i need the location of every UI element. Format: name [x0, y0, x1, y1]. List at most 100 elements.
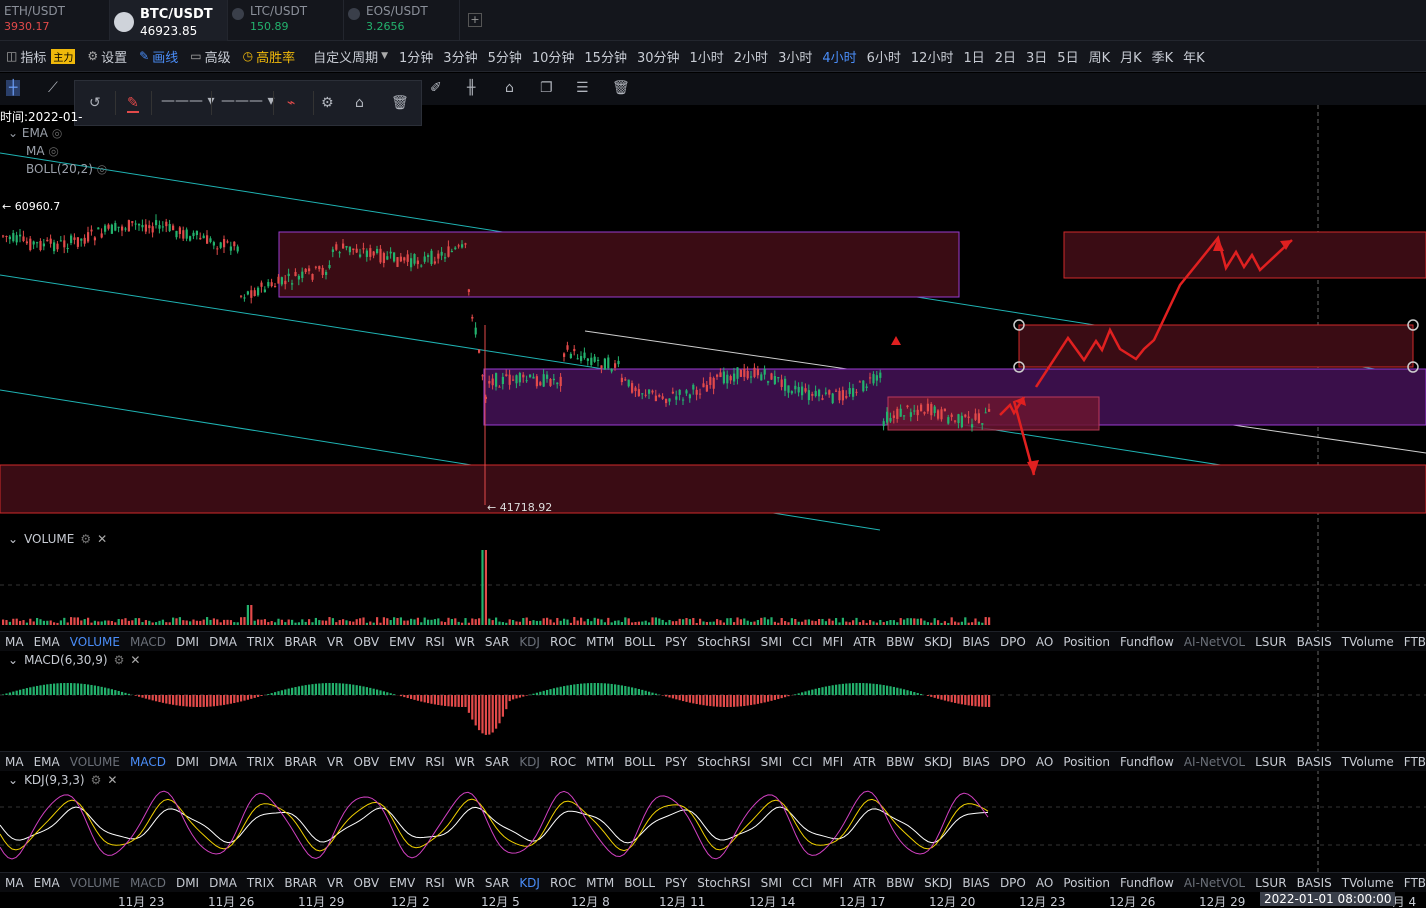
indicator-option[interactable]: TVolume — [1341, 754, 1394, 769]
period-option[interactable]: 1分钟 — [399, 50, 434, 66]
custom-period-dropdown[interactable]: 自定义周期 ▼ — [307, 47, 394, 66]
volume-panel-title[interactable]: ⌄ VOLUME ⚙ ✕ — [8, 532, 108, 546]
indicator-option[interactable]: WR — [454, 875, 475, 890]
indicator-option[interactable]: EMV — [389, 754, 416, 769]
indicator-option[interactable]: BASIS — [1296, 875, 1332, 890]
overlay-ma[interactable]: MA ◎ — [26, 144, 59, 158]
indicator-option[interactable]: ROC — [549, 754, 577, 769]
indicator-option[interactable]: MFI — [822, 634, 844, 649]
period-option[interactable]: 5日 — [1057, 50, 1079, 66]
indicator-option[interactable]: SAR — [484, 875, 510, 890]
indicator-option[interactable]: Fundflow — [1120, 875, 1174, 890]
indicator-option[interactable]: EMV — [389, 634, 416, 649]
indicator-option[interactable]: TVolume — [1341, 634, 1394, 649]
indicator-option[interactable]: ATR — [853, 875, 877, 890]
indicator-option[interactable]: BBW — [886, 634, 915, 649]
indicator-option[interactable]: WR — [454, 754, 475, 769]
indicator-option[interactable]: OBV — [353, 875, 380, 890]
indicator-option[interactable]: VOLUME — [69, 754, 120, 769]
indicator-option[interactable]: AO — [1035, 634, 1054, 649]
indicator-option[interactable]: FTBS — [1403, 875, 1426, 890]
trash-icon[interactable]: 🗑 — [391, 95, 409, 111]
indicator-option[interactable]: AI-NetVOL — [1183, 875, 1246, 890]
indicator-option[interactable]: TRIX — [246, 634, 275, 649]
indicator-option[interactable]: ATR — [853, 754, 877, 769]
indicator-option[interactable]: TRIX — [246, 875, 275, 890]
draw-line-button[interactable]: ✎ 画线 — [133, 47, 184, 66]
indicator-option[interactable]: StochRSI — [697, 634, 751, 649]
macd-panel-title[interactable]: ⌄ MACD(6,30,9) ⚙ ✕ — [8, 653, 141, 667]
indicator-option[interactable]: RSI — [425, 754, 445, 769]
indicator-option[interactable]: ROC — [549, 634, 577, 649]
indicator-option[interactable]: AI-NetVOL — [1183, 754, 1246, 769]
indicator-option[interactable]: CCI — [792, 875, 813, 890]
indicator-option[interactable]: BBW — [886, 754, 915, 769]
period-option[interactable]: 2小时 — [733, 50, 769, 66]
period-option[interactable]: 15分钟 — [584, 50, 627, 66]
indicator-option[interactable]: PSY — [665, 875, 688, 890]
indicator-option[interactable]: BIAS — [962, 875, 990, 890]
indicator-option[interactable]: DMI — [175, 754, 200, 769]
period-option[interactable]: 5分钟 — [487, 50, 522, 66]
indicator-option[interactable]: TRIX — [246, 754, 275, 769]
period-option[interactable]: 2日 — [994, 50, 1017, 66]
indicator-button[interactable]: ◫ 指标 主力 — [0, 47, 81, 66]
indicator-option[interactable]: EMA — [33, 754, 60, 769]
indicator-option[interactable]: RSI — [425, 875, 445, 890]
indicator-option[interactable]: BRAR — [284, 875, 317, 890]
indicator-option[interactable]: SAR — [484, 754, 510, 769]
indicator-option[interactable]: Fundflow — [1120, 634, 1174, 649]
indicator-option[interactable]: EMA — [33, 634, 60, 649]
overlay-ema[interactable]: ⌄ EMA ◎ — [8, 126, 63, 140]
lock-icon[interactable]: ⌂ — [355, 95, 364, 111]
indicator-option[interactable]: BBW — [886, 875, 915, 890]
indicator-option[interactable]: DMI — [175, 634, 200, 649]
kdj-panel-title[interactable]: ⌄ KDJ(9,3,3) ⚙ ✕ — [8, 773, 118, 787]
indicator-option[interactable]: MA — [5, 875, 24, 890]
indicator-option[interactable]: EMV — [389, 875, 416, 890]
indicator-option[interactable]: WR — [454, 634, 475, 649]
period-option[interactable]: 1日 — [963, 50, 985, 66]
indicator-option[interactable]: MACD — [129, 634, 166, 649]
indicator-option[interactable]: OBV — [353, 754, 380, 769]
indicator-option[interactable]: VOLUME — [69, 634, 120, 649]
indicator-option[interactable]: Position — [1063, 875, 1111, 890]
tab-btc-usdt[interactable]: BTC/USDT 46923.85 — [110, 0, 228, 41]
indicator-option[interactable]: AI-NetVOL — [1183, 634, 1246, 649]
indicator-option[interactable]: Position — [1063, 754, 1111, 769]
indicator-option[interactable]: SMI — [760, 754, 783, 769]
indicator-option[interactable]: BIAS — [962, 634, 990, 649]
indicator-option[interactable]: DPO — [999, 634, 1026, 649]
indicator-option[interactable]: BRAR — [284, 634, 317, 649]
period-option[interactable]: 月K — [1120, 50, 1142, 66]
period-option[interactable]: 年K — [1183, 50, 1205, 66]
indicator-option[interactable]: SMI — [760, 875, 783, 890]
indicator-option[interactable]: SKDJ — [924, 875, 953, 890]
indicator-option[interactable]: BOLL — [624, 754, 656, 769]
lock-icon[interactable]: ⌂ — [505, 80, 514, 96]
period-option[interactable]: 季K — [1151, 50, 1174, 66]
trendline-icon[interactable]: ⟋ — [48, 80, 58, 96]
indicator-option[interactable]: LSUR — [1255, 634, 1287, 649]
indicator-option[interactable]: SKDJ — [924, 634, 953, 649]
indicator-option[interactable]: DPO — [999, 875, 1026, 890]
indicator-option[interactable]: MTM — [586, 875, 615, 890]
indicator-option[interactable]: FTBS — [1403, 754, 1426, 769]
indicator-option[interactable]: BOLL — [624, 875, 656, 890]
tab-eth-usdt[interactable]: ETH/USDT 3930.17 — [0, 0, 110, 41]
indicator-option[interactable]: Fundflow — [1120, 754, 1174, 769]
indicator-option[interactable]: SMI — [760, 634, 783, 649]
indicator-option[interactable]: VR — [326, 634, 344, 649]
indicator-option[interactable]: AO — [1035, 754, 1054, 769]
crosshair-icon[interactable]: ┼ — [6, 80, 21, 96]
indicator-option[interactable]: BASIS — [1296, 634, 1332, 649]
indicator-option[interactable]: KDJ — [519, 634, 540, 649]
indicator-option[interactable]: OBV — [353, 634, 380, 649]
indicator-option[interactable]: MTM — [586, 634, 615, 649]
alert-icon[interactable]: ⌁ — [287, 95, 296, 111]
line-style-dropdown[interactable]: ——— ▾ — [161, 93, 215, 109]
indicator-option[interactable]: MTM — [586, 754, 615, 769]
candle-icon[interactable]: ╫ — [467, 80, 476, 96]
indicator-option[interactable]: SKDJ — [924, 754, 953, 769]
tab-ltc-usdt[interactable]: LTC/USDT 150.89 — [228, 0, 344, 41]
